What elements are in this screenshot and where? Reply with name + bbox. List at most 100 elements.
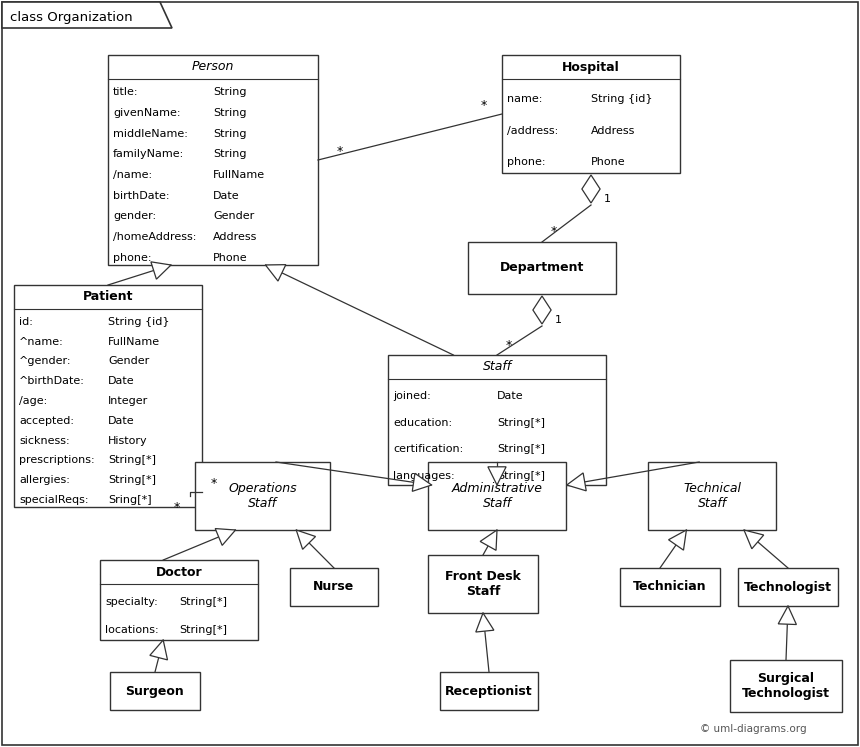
Text: sickness:: sickness: (19, 436, 70, 446)
Bar (440, 672, 538, 710)
Text: ^name:: ^name: (19, 337, 64, 347)
Text: /name:: /name: (113, 170, 152, 180)
Text: Surgical
Technologist: Surgical Technologist (742, 672, 830, 700)
Bar (195, 462, 330, 530)
Text: Gender: Gender (108, 356, 150, 367)
Text: allergies:: allergies: (19, 475, 70, 486)
Text: Date: Date (497, 391, 524, 401)
Bar (388, 355, 606, 485)
Text: specialReqs:: specialReqs: (19, 495, 89, 505)
Text: String {id}: String {id} (591, 94, 653, 105)
Text: String: String (213, 149, 247, 159)
Text: History: History (108, 436, 148, 446)
Text: *: * (174, 501, 180, 515)
Polygon shape (488, 467, 506, 485)
Text: FullName: FullName (108, 337, 160, 347)
Text: joined:: joined: (393, 391, 431, 401)
Text: String[*]: String[*] (497, 471, 545, 481)
Text: /age:: /age: (19, 396, 47, 406)
Text: Date: Date (108, 376, 135, 386)
Text: certification:: certification: (393, 444, 464, 454)
Bar (428, 462, 566, 530)
Bar (428, 555, 538, 613)
Polygon shape (215, 529, 236, 545)
Text: String: String (213, 108, 247, 118)
Polygon shape (582, 175, 600, 203)
Text: Address: Address (591, 125, 636, 136)
Text: ^gender:: ^gender: (19, 356, 71, 367)
Text: Phone: Phone (591, 157, 625, 167)
Text: *: * (551, 226, 557, 238)
Text: phone:: phone: (113, 252, 151, 263)
Text: class Organization: class Organization (10, 11, 132, 25)
Text: String[*]: String[*] (497, 418, 545, 428)
Text: String[*]: String[*] (108, 456, 156, 465)
Text: /homeAddress:: /homeAddress: (113, 232, 196, 242)
Text: title:: title: (113, 87, 138, 97)
Text: 1: 1 (604, 194, 611, 204)
Polygon shape (480, 530, 497, 551)
Text: String[*]: String[*] (108, 475, 156, 486)
Polygon shape (150, 262, 171, 279)
Text: birthDate:: birthDate: (113, 190, 169, 201)
Text: Gender: Gender (213, 211, 255, 221)
Text: phone:: phone: (507, 157, 545, 167)
Text: ^birthDate:: ^birthDate: (19, 376, 85, 386)
Text: Date: Date (213, 190, 240, 201)
Text: Integer: Integer (108, 396, 148, 406)
Bar (648, 462, 776, 530)
Text: String[*]: String[*] (179, 625, 227, 635)
Text: Nurse: Nurse (313, 580, 354, 594)
Text: locations:: locations: (105, 625, 158, 635)
Polygon shape (744, 530, 764, 549)
Text: gender:: gender: (113, 211, 157, 221)
Bar (108, 55, 318, 265)
Text: *: * (506, 338, 512, 352)
Text: *: * (211, 477, 217, 491)
Text: Technician: Technician (633, 580, 707, 594)
Text: *: * (337, 146, 343, 158)
Text: education:: education: (393, 418, 452, 428)
Text: 1: 1 (555, 315, 562, 325)
Text: Administrative
Staff: Administrative Staff (452, 482, 543, 510)
Text: FullName: FullName (213, 170, 265, 180)
Text: Staff: Staff (482, 361, 512, 374)
Text: Technologist: Technologist (744, 580, 832, 594)
Bar (14, 285, 202, 507)
Text: /address:: /address: (507, 125, 558, 136)
Text: Person: Person (192, 61, 234, 73)
Text: Surgeon: Surgeon (126, 684, 184, 698)
Text: Front Desk
Staff: Front Desk Staff (445, 570, 521, 598)
Text: languages:: languages: (393, 471, 455, 481)
Text: accepted:: accepted: (19, 416, 74, 426)
Text: Hospital: Hospital (562, 61, 620, 73)
Text: Patient: Patient (83, 291, 133, 303)
Text: Receptionist: Receptionist (445, 684, 533, 698)
Text: © uml-diagrams.org: © uml-diagrams.org (700, 724, 807, 734)
Text: givenName:: givenName: (113, 108, 181, 118)
Bar (502, 55, 680, 173)
Text: specialty:: specialty: (105, 597, 157, 607)
Bar (730, 660, 842, 712)
Polygon shape (266, 264, 286, 281)
Text: String {id}: String {id} (108, 317, 169, 327)
Text: Department: Department (500, 261, 584, 274)
Text: Operations
Staff: Operations Staff (228, 482, 297, 510)
Bar (100, 560, 258, 640)
Text: Address: Address (213, 232, 257, 242)
Bar (468, 242, 616, 294)
Polygon shape (533, 296, 551, 324)
Text: id:: id: (19, 317, 33, 327)
Text: String: String (213, 128, 247, 139)
Bar (620, 568, 720, 606)
Text: Sring[*]: Sring[*] (108, 495, 151, 505)
Polygon shape (476, 613, 494, 632)
Text: Doctor: Doctor (156, 565, 202, 578)
Polygon shape (567, 473, 587, 491)
Text: Technical
Staff: Technical Staff (683, 482, 741, 510)
Polygon shape (150, 640, 168, 660)
Bar (110, 672, 200, 710)
Polygon shape (778, 606, 796, 624)
Polygon shape (668, 530, 686, 550)
Text: Phone: Phone (213, 252, 248, 263)
